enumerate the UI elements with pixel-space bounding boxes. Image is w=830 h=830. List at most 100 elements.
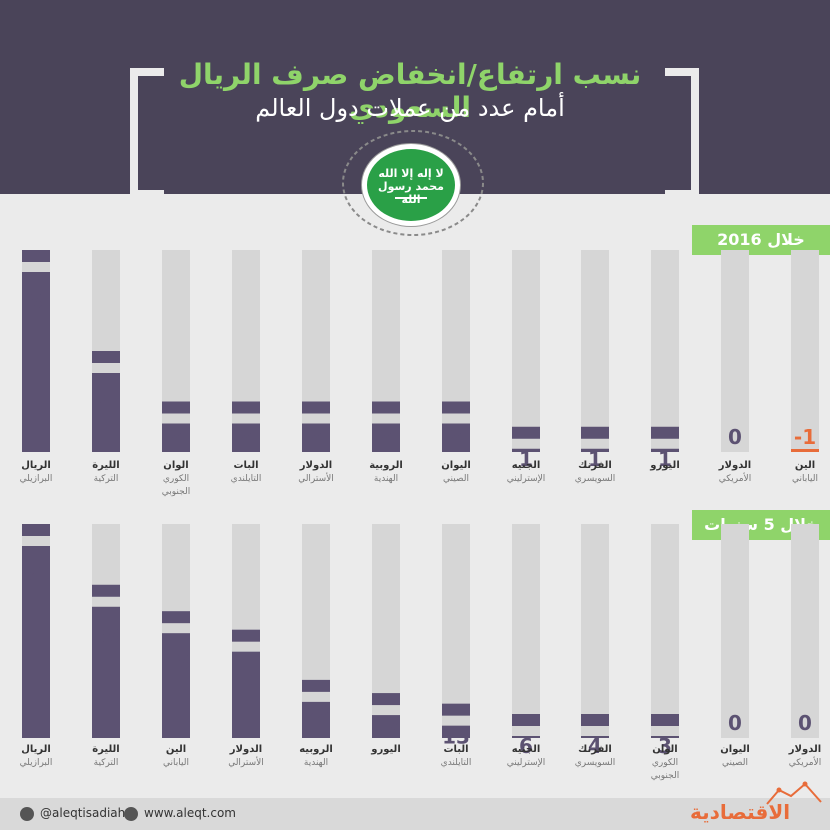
category-label: السويسري [575,758,615,768]
bar-label-gap [302,413,330,424]
bar-track [581,524,609,738]
data-label: 2 [169,423,183,447]
category-label: الكوري [652,758,678,768]
bar-label-gap [232,641,260,652]
data-label: 22 [302,702,330,726]
twitter-text: @aleqtisadiah [40,806,126,820]
category-label: الفرنك [578,460,612,471]
data-label: 4 [588,734,602,758]
category-label: الأسترالي [228,756,264,768]
bar-track [442,524,470,738]
category-label: التركية [94,474,119,484]
bar [22,250,50,452]
footer: @aleqtisadiah www.aleqt.com الاقتصادية [0,798,830,830]
category-label: الياباني [792,474,818,484]
data-label: 3 [658,734,672,758]
data-label: 2 [449,423,463,447]
category-label: الإسترليني [507,758,546,768]
category-label: الجنيه [512,460,541,471]
bar [232,401,260,452]
bar-track [721,524,749,738]
bar-label-gap [22,536,50,546]
category-label: الدولار [718,460,751,471]
category-label: الإسترليني [507,474,546,484]
category-label: الجنوبي [651,771,679,781]
bar [442,401,470,452]
brand-logo: الاقتصادية [690,800,791,824]
category-label: الصيني [443,474,469,484]
data-label: 0 [798,711,812,735]
data-label: 48 [162,650,190,674]
bar-track [721,250,749,452]
bar-label-gap [651,438,679,449]
bar-track [791,524,819,738]
bar-label-gap [92,596,120,607]
category-label: الكوري [163,474,189,484]
category-label: البرازيلي [20,758,53,768]
bar [302,401,330,452]
bar-label-gap [442,715,470,726]
category-label: اليوان [441,460,471,471]
category-label: الصيني [722,758,748,768]
bar-label-gap [581,438,609,449]
data-label: 17 [372,714,400,738]
category-label: البات [233,460,258,471]
website-text: www.aleqt.com [144,806,236,820]
flag-ring-decoration [342,130,484,236]
category-label: الجنوبي [162,487,190,497]
category-label: التايلندي [441,758,472,768]
category-label: الين [166,744,186,755]
data-label: 2 [239,423,253,447]
category-label: الليرة [92,460,119,471]
category-label: التركية [94,758,119,768]
data-label: 2 [309,423,323,447]
data-label: 1 [658,447,672,471]
category-label: البرازيلي [20,474,53,484]
bar [372,693,400,738]
data-label: 13 [442,724,470,748]
bar-track [581,250,609,452]
category-label: الين [795,460,815,471]
bar-label-gap [372,705,400,716]
data-label: 1 [519,447,533,471]
category-label: اليورو [649,460,680,471]
category-label: الياباني [163,758,189,768]
category-label: الهندية [374,474,398,484]
bar-track [651,250,679,452]
data-label: 58 [92,624,120,648]
category-label: الليرة [92,744,119,755]
bar-label-gap [92,363,120,373]
category-label: الريال [21,744,51,755]
twitter-handle[interactable]: @aleqtisadiah [20,806,125,821]
data-label: 81 [22,563,50,587]
category-label: التايلندي [231,474,262,484]
category-label: الروبية [369,460,403,471]
category-label: الدولار [299,460,332,471]
bar [791,449,819,452]
saudi-flag-icon: لا إله إلا الله محمد رسول الله [362,144,460,226]
bar-label-gap [512,726,540,736]
bar-label-gap [372,413,400,424]
bracket-left-decoration [130,68,164,198]
category-label: الأمريكي [789,756,821,768]
category-label: الوان [163,460,188,471]
title-line-1: نسب ارتفاع/انخفاض صرف الريال السعودي [178,58,642,124]
bar-label-gap [651,726,679,736]
bar-label-gap [162,623,190,634]
bar-track [512,250,540,452]
bar-label-gap [302,691,330,702]
data-label: 41 [232,669,260,693]
bar [92,584,120,738]
bar-label-gap [232,413,260,424]
category-label: السويسري [575,474,615,484]
website-link[interactable]: www.aleqt.com [124,806,236,821]
category-label: الهندية [304,758,328,768]
category-label: الروبيه [299,744,333,755]
category-label: الدولار [788,744,821,755]
data-label: 6 [519,734,533,758]
data-label: 2 [379,423,393,447]
data-label: 0 [728,711,742,735]
category-label: الأمريكي [719,472,751,484]
category-label: الفرنك [578,744,612,755]
category-label: اليورو [370,744,401,755]
